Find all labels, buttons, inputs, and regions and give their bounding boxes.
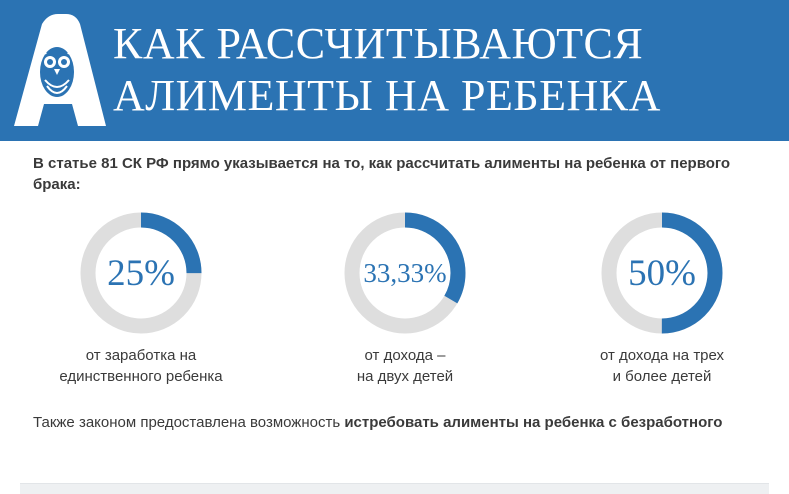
ring-graphic	[601, 212, 723, 334]
caption-line-1: от дохода на трех	[599, 347, 725, 364]
ring-chart-three-children: 50%	[598, 209, 726, 337]
caption-line-2: и более детей	[612, 368, 712, 385]
ring-caption: от заработка на единственного ребенка	[21, 345, 261, 387]
ring-percent-label: 33,33%	[363, 257, 447, 288]
caption-line-2: единственного ребенка	[59, 368, 223, 385]
caption-line-1: от дохода –	[364, 347, 446, 364]
ring-fill-arc	[344, 212, 466, 334]
ring-chart-one-child: 25%	[77, 209, 205, 337]
ring-caption: от дохода на трех и более детей	[542, 345, 782, 387]
footer-plain-text: Также законом предоставлена возможность	[33, 414, 345, 431]
ring-chart-two-children: 33,33%	[341, 209, 469, 337]
ring-percent-label: 25%	[107, 252, 175, 294]
ring-fill-arc	[601, 212, 723, 334]
ring-percent-label: 50%	[628, 252, 696, 294]
title-line-2: АЛИМЕНТЫ НА РЕБЕНКА	[113, 71, 661, 120]
footer-bold-text: истребовать алименты на ребенка с безраб…	[344, 414, 723, 431]
ring-graphic	[344, 212, 466, 334]
owl-letter-a-logo	[14, 14, 106, 126]
intro-text: В статье 81 СК РФ прямо указывается на т…	[33, 155, 731, 193]
ring-fill-arc	[80, 212, 202, 334]
caption-line-2: на двух детей	[356, 368, 454, 385]
page-title: КАК РАССЧИТЫВАЮТСЯ АЛИМЕНТЫ НА РЕБЕНКА	[113, 18, 661, 122]
header-banner: КАК РАССЧИТЫВАЮТСЯ АЛИМЕНТЫ НА РЕБЕНКА	[0, 0, 789, 141]
ring-graphic	[80, 212, 202, 334]
bottom-strip	[20, 483, 769, 494]
ring-caption: от дохода – на двух детей	[285, 345, 525, 387]
caption-line-1: от заработка на	[85, 347, 197, 364]
title-line-1: КАК РАССЧИТЫВАЮТСЯ	[113, 19, 644, 68]
footer-note: Также законом предоставлена возможность …	[33, 412, 733, 433]
